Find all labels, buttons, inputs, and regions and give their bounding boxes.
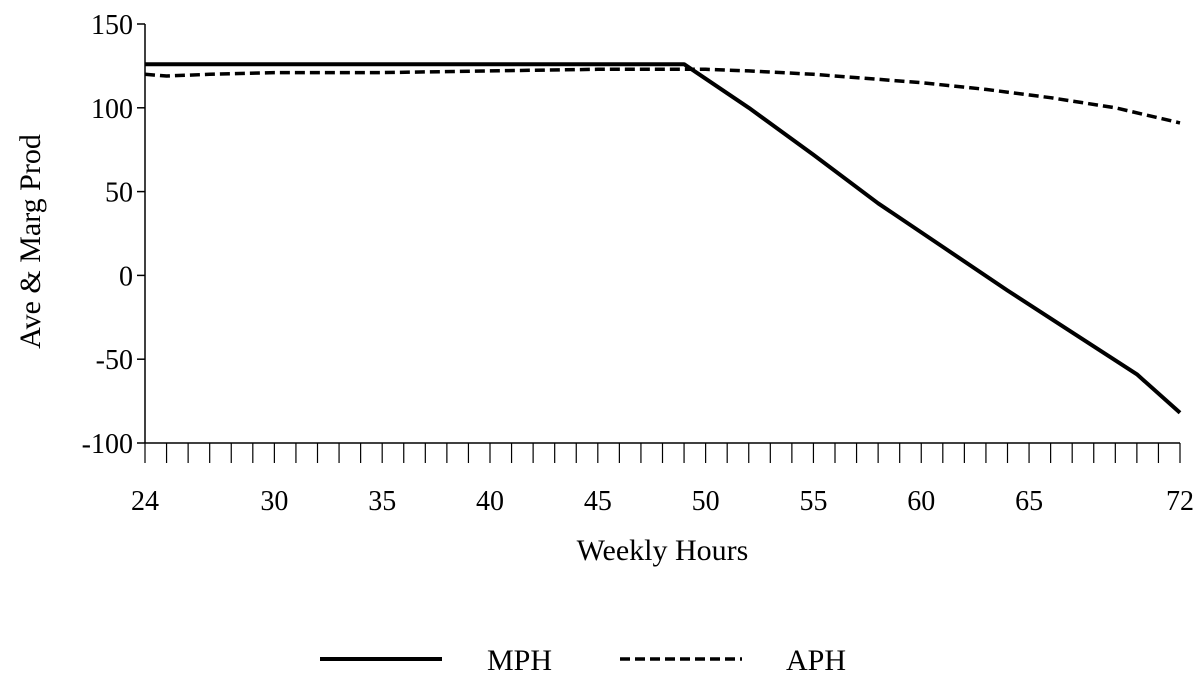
x-tick-label: 60: [907, 486, 935, 517]
axes: [144, 24, 1180, 444]
y-axis-ticks: 150 100 50 0 -50 -100: [82, 10, 145, 460]
x-tick-label: 65: [1015, 486, 1043, 517]
x-axis-label: Weekly Hours: [577, 534, 749, 567]
y-tick-label: 50: [105, 178, 133, 209]
x-tick-label: 72: [1166, 486, 1194, 517]
y-tick-label: 100: [91, 94, 133, 125]
y-tick-label: 150: [91, 10, 133, 41]
legend: MPH APH: [320, 644, 846, 676]
x-tick-label: 55: [799, 486, 827, 517]
y-tick-label: -50: [96, 345, 133, 376]
x-axis-ticks: 24 30 35 40 45 50 55 60 65 72: [131, 443, 1194, 517]
legend-label-aph: APH: [786, 644, 846, 676]
x-tick-label: 45: [584, 486, 612, 517]
x-tick-label: 40: [476, 486, 504, 517]
series-line-mph: [145, 62, 1182, 415]
y-axis-label: Ave & Marg Prod: [14, 134, 47, 349]
x-tick-label: 50: [692, 486, 720, 517]
x-tick-label: 35: [368, 486, 396, 517]
legend-label-mph: MPH: [487, 644, 552, 676]
x-tick-label: 30: [260, 486, 288, 517]
series-layer: [144, 62, 1182, 415]
x-tick-label: 24: [131, 486, 159, 517]
y-tick-label: 0: [119, 261, 133, 292]
y-tick-label: -100: [82, 429, 133, 460]
series-line-aph: [144, 67, 1181, 125]
